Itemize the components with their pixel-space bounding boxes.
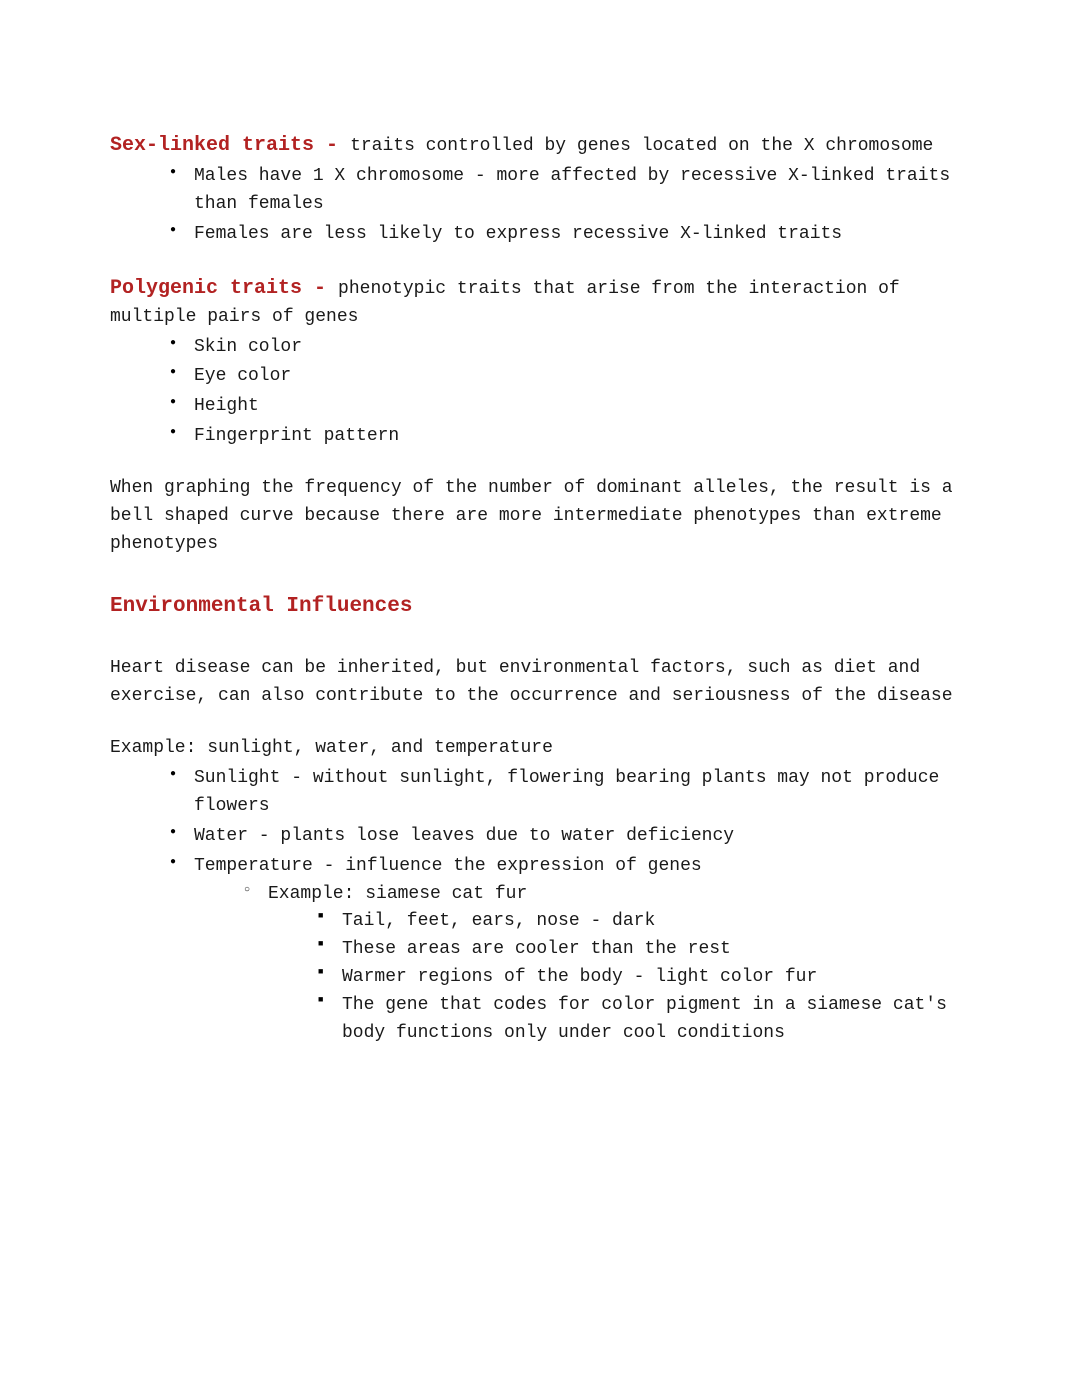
polygenic-heading-line: Polygenic traits - phenotypic traits tha… bbox=[110, 273, 970, 332]
bell-curve-paragraph: When graphing the frequency of the numbe… bbox=[110, 475, 970, 559]
list-item: Fingerprint pattern bbox=[170, 423, 970, 451]
list-item: Sunlight - without sunlight, flowering b… bbox=[170, 765, 970, 821]
sex-linked-bullets: Males have 1 X chromosome - more affecte… bbox=[110, 163, 970, 249]
polygenic-bullets: Skin color Eye color Height Fingerprint … bbox=[110, 334, 970, 452]
temperature-sublist: Example: siamese cat fur Tail, feet, ear… bbox=[194, 881, 970, 1048]
siamese-sublist: Tail, feet, ears, nose - dark These area… bbox=[268, 908, 970, 1047]
dash: - bbox=[302, 277, 338, 300]
list-item: Warmer regions of the body - light color… bbox=[318, 964, 970, 992]
list-item: These areas are cooler than the rest bbox=[318, 936, 970, 964]
environmental-heading: Environmental Influences bbox=[110, 591, 970, 624]
sex-linked-section: Sex-linked traits - traits controlled by… bbox=[110, 130, 970, 249]
list-item: Eye color bbox=[170, 363, 970, 391]
example-section: Example: sunlight, water, and temperatur… bbox=[110, 735, 970, 1048]
sex-linked-definition: traits controlled by genes located on th… bbox=[350, 136, 933, 156]
temperature-text: Temperature - influence the expression o… bbox=[194, 856, 702, 876]
sex-linked-heading-line: Sex-linked traits - traits controlled by… bbox=[110, 130, 970, 161]
list-item: Tail, feet, ears, nose - dark bbox=[318, 908, 970, 936]
heart-disease-paragraph: Heart disease can be inherited, but envi… bbox=[110, 655, 970, 711]
list-item: Females are less likely to express reces… bbox=[170, 221, 970, 249]
list-item: Males have 1 X chromosome - more affecte… bbox=[170, 163, 970, 219]
list-item: Temperature - influence the expression o… bbox=[170, 853, 970, 1048]
polygenic-term: Polygenic traits bbox=[110, 277, 302, 300]
polygenic-section: Polygenic traits - phenotypic traits tha… bbox=[110, 273, 970, 451]
sex-linked-term: Sex-linked traits bbox=[110, 134, 314, 157]
list-item: Height bbox=[170, 393, 970, 421]
siamese-example-text: Example: siamese cat fur bbox=[268, 884, 527, 904]
list-item: Example: siamese cat fur Tail, feet, ear… bbox=[244, 881, 970, 1048]
list-item: Water - plants lose leaves due to water … bbox=[170, 823, 970, 851]
example-intro: Example: sunlight, water, and temperatur… bbox=[110, 735, 970, 763]
dash: - bbox=[314, 134, 350, 157]
list-item: Skin color bbox=[170, 334, 970, 362]
list-item: The gene that codes for color pigment in… bbox=[318, 992, 970, 1048]
example-bullets: Sunlight - without sunlight, flowering b… bbox=[110, 765, 970, 1048]
